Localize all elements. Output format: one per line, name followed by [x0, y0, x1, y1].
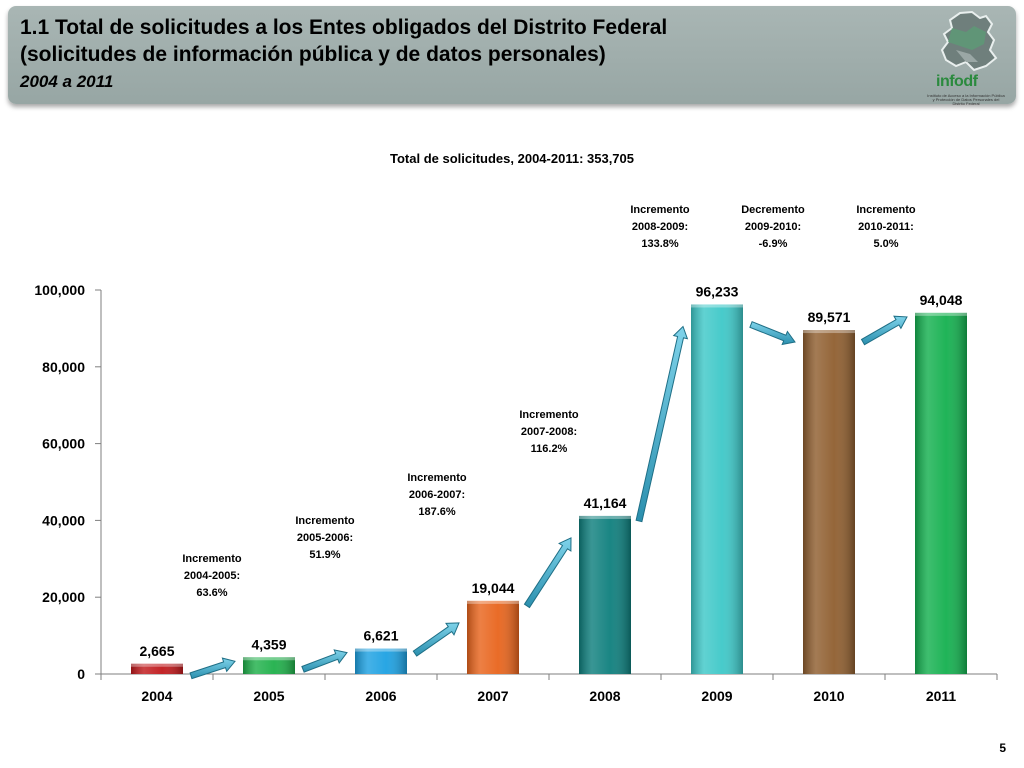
y-tick-label: 0: [77, 666, 85, 682]
logo-text: info: [936, 73, 964, 90]
x-tick-label-2008: 2008: [589, 688, 620, 704]
annotation-line: Incremento: [519, 409, 579, 421]
page-period: 2004 a 2011: [20, 72, 114, 91]
data-label-2010: 89,571: [808, 309, 851, 325]
bar-2009: [691, 304, 743, 674]
x-tick-label-2007: 2007: [477, 688, 508, 704]
trend-arrow-icon: [189, 657, 236, 680]
annotation-2004-2005: Incremento 2004-2005: 63.6%: [167, 551, 257, 602]
bar-2006: [355, 648, 407, 674]
trend-arrow-icon: [523, 537, 572, 609]
annotation-line: 187.6%: [418, 506, 456, 518]
infodf-logo: infodf Instituto de Acceso a la Informac…: [926, 10, 1006, 106]
annotation-line: 116.2%: [530, 443, 568, 455]
y-tick-label: 100,000: [34, 282, 85, 298]
x-tick-label-2004: 2004: [141, 688, 172, 704]
data-label-2011: 94,048: [920, 292, 963, 308]
x-tick-label-2006: 2006: [365, 688, 396, 704]
annotation-line: Incremento: [856, 204, 916, 216]
annotation-line: 2005-2006:: [296, 532, 354, 544]
annotation-line: -6.9%: [758, 238, 788, 250]
annotation-line: Decremento: [741, 204, 805, 216]
mexico-city-map-icon: [940, 10, 998, 72]
x-tick-label-2005: 2005: [253, 688, 284, 704]
bar-2005: [243, 657, 295, 674]
x-tick-label-2010: 2010: [813, 688, 844, 704]
data-label-2004: 2,665: [139, 643, 174, 659]
data-label-2005: 4,359: [251, 636, 286, 652]
annotation-line: 2008-2009:: [631, 221, 689, 233]
annotation-2008-2009: Incremento 2008-2009: 133.8%: [615, 202, 705, 253]
annotation-line: Incremento: [630, 204, 690, 216]
annotation-line: 51.9%: [309, 549, 341, 561]
bar-2008: [579, 515, 631, 674]
y-tick-label: 80,000: [42, 359, 85, 375]
bar-2011: [915, 312, 967, 674]
annotation-line: 2010-2011:: [858, 221, 914, 233]
annotation-line: 133.8%: [641, 238, 679, 250]
data-label-2007: 19,044: [472, 580, 515, 596]
annotation-2007-2008: Incremento 2007-2008: 116.2%: [504, 407, 594, 458]
data-label-2008: 41,164: [584, 495, 627, 511]
x-tick-label-2011: 2011: [926, 688, 957, 704]
trend-arrow-icon: [635, 325, 689, 523]
trend-arrow-icon: [860, 315, 908, 346]
y-tick-label: 40,000: [42, 512, 85, 528]
bar-2010: [803, 330, 855, 674]
annotation-line: Incremento: [295, 515, 355, 527]
annotation-2009-2010: Decremento 2009-2010: -6.9%: [728, 202, 818, 253]
header-banner: 1.1 Total de solicitudes a los Entes obl…: [8, 6, 1016, 106]
y-tick-label: 60,000: [42, 436, 85, 452]
trend-arrow-icon: [749, 321, 796, 346]
x-tick-label-2009: 2009: [701, 688, 732, 704]
page-title-line1: 1.1 Total de solicitudes a los Entes obl…: [20, 16, 668, 39]
logo-suffix: df: [963, 73, 978, 90]
annotation-2005-2006: Incremento 2005-2006: 51.9%: [280, 513, 370, 564]
data-label-2006: 6,621: [363, 628, 398, 644]
annotation-line: 2009-2010:: [744, 221, 802, 233]
annotation-line: 2007-2008:: [520, 426, 578, 438]
annotation-line: 2004-2005:: [183, 570, 241, 582]
data-label-2009: 96,233: [696, 283, 739, 299]
annotation-line: Incremento: [407, 472, 467, 484]
trend-arrow-icon: [412, 622, 460, 657]
annotation-line: 5.0%: [873, 238, 899, 250]
trend-arrow-icon: [301, 649, 348, 673]
annotation-line: 63.6%: [196, 587, 228, 599]
bar-2004: [131, 663, 183, 674]
y-tick-label: 20,000: [42, 589, 85, 605]
logo-caption: Instituto de Acceso a la Información Púb…: [927, 93, 1005, 106]
annotation-line: Incremento: [182, 553, 242, 565]
page-title-line2: (solicitudes de información pública y de…: [20, 43, 606, 66]
annotation-2006-2007: Incremento 2006-2007: 187.6%: [392, 470, 482, 521]
page-number: 5: [999, 741, 1006, 755]
bar-2007: [467, 600, 519, 674]
annotation-line: 2006-2007:: [408, 489, 466, 501]
chart-title: Total de solicitudes, 2004-2011: 353,705: [390, 151, 634, 166]
annotation-2010-2011: Incremento 2010-2011: 5.0%: [841, 202, 931, 253]
